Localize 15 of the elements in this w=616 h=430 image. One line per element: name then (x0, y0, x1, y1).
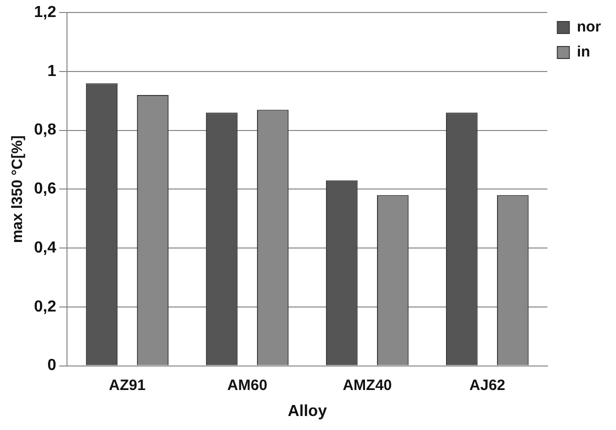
x-tick-label: AM60 (227, 376, 268, 394)
legend-label: nor (576, 18, 602, 36)
y-tick-label: 0,6 (34, 180, 56, 198)
legend-label: in (576, 44, 590, 61)
x-axis-title: Alloy (288, 402, 327, 420)
y-tick-label: 0 (47, 357, 56, 374)
x-tick-label: AMZ40 (342, 376, 392, 394)
x-tick-label: AJ62 (469, 376, 506, 394)
y-tick-label: 0,8 (34, 122, 56, 139)
y-tick-label: 1 (47, 62, 56, 80)
y-tick-label: 1,2 (34, 4, 56, 22)
y-tick-label: 0,2 (34, 298, 56, 316)
x-tick-label: AZ91 (108, 376, 146, 394)
y-tick-label: 0,4 (34, 239, 56, 256)
y-axis-title: max l350 °C[%] (9, 135, 26, 244)
